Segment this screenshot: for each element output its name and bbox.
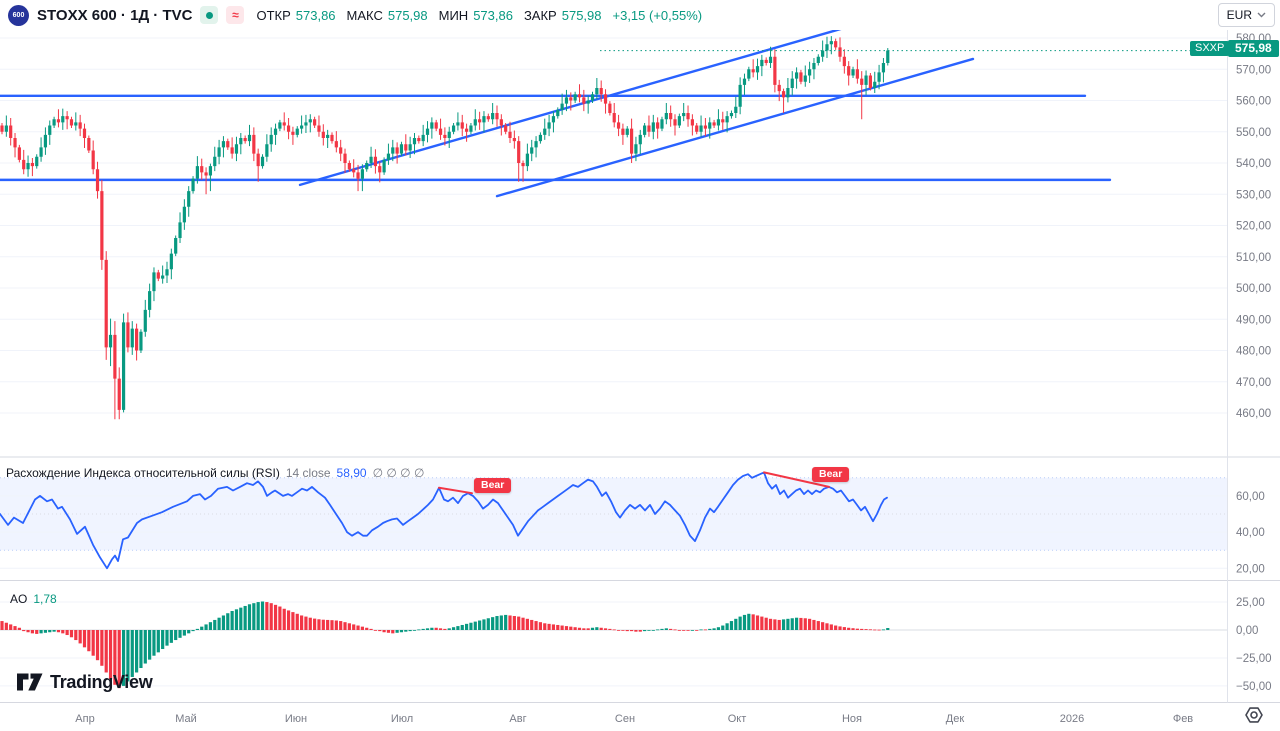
price-tick-label: 480,00: [1236, 346, 1271, 358]
time-axis-label[interactable]: Фев: [1173, 713, 1193, 725]
price-tick-label: 510,00: [1236, 252, 1271, 264]
tradingview-logo-text: TradingView: [50, 671, 153, 692]
low-label: МИН: [438, 7, 469, 23]
price-tick-label: 460,00: [1236, 408, 1271, 420]
time-axis-label[interactable]: Дек: [946, 713, 965, 725]
symbol-title[interactable]: STOXX 600 · 1Д · TVC: [37, 6, 193, 24]
time-axis-label[interactable]: 2026: [1060, 713, 1084, 725]
trend-line[interactable]: [495, 57, 975, 198]
price-tick-label: 490,00: [1236, 314, 1271, 326]
price-tick-label: 500,00: [1236, 283, 1271, 295]
settings-gear-icon[interactable]: [1244, 705, 1264, 725]
ao-value: 1,78: [33, 592, 57, 606]
rsi-params: 14 close: [285, 466, 331, 480]
close-label: ЗАКР: [523, 7, 557, 23]
bear-divergence-label[interactable]: Bear: [474, 478, 512, 493]
rsi-title: Расхождение Индекса относительной силы (…: [6, 466, 280, 480]
candlestick-series: [0, 36, 890, 420]
market-status-button[interactable]: [200, 6, 219, 24]
rsi-indicator-legend[interactable]: Расхождение Индекса относительной силы (…: [6, 466, 424, 480]
time-axis-label[interactable]: Июл: [391, 713, 413, 725]
ao-tick-label: −50,00: [1236, 681, 1272, 693]
chevron-down-icon: [1257, 12, 1266, 18]
low-value: 573,86: [473, 7, 513, 23]
delayed-data-icon[interactable]: ≈: [226, 6, 245, 24]
rsi-line: [0, 471, 888, 570]
currency-selector[interactable]: EUR: [1217, 3, 1275, 27]
tradingview-mark-icon: [17, 673, 43, 691]
change-value: +3,15 (+0,55%): [612, 7, 703, 23]
time-axis-label[interactable]: Окт: [728, 713, 747, 725]
rsi-tick-label: 20,00: [1236, 563, 1265, 575]
price-tick-label: 530,00: [1236, 189, 1271, 201]
price-tick-label: 570,00: [1236, 64, 1271, 76]
time-axis-label[interactable]: Авг: [509, 713, 526, 725]
market-open-dot-icon: [205, 11, 213, 19]
rsi-tick-label: 40,00: [1236, 527, 1265, 539]
price-tick-label: 520,00: [1236, 221, 1271, 233]
ohlc-readout: ОТКР 573,86 МАКС 575,98 МИН 573,86 ЗАКР …: [256, 8, 708, 23]
time-axis-label[interactable]: Май: [175, 713, 197, 725]
ao-tick-label: −25,00: [1236, 653, 1272, 665]
open-value: 573,86: [295, 7, 336, 23]
high-label: МАКС: [346, 7, 383, 23]
symbol-logo[interactable]: 600: [8, 4, 29, 26]
time-axis-label[interactable]: Ноя: [842, 713, 862, 725]
rsi-value: 58,90: [336, 466, 367, 480]
open-label: ОТКР: [256, 7, 291, 23]
bear-divergence-label[interactable]: Bear: [812, 467, 850, 482]
ao-title: AO: [10, 592, 28, 606]
rsi-empty-values: ∅ ∅ ∅ ∅: [372, 466, 425, 480]
price-tick-label: 470,00: [1236, 377, 1271, 389]
price-tick-label: 540,00: [1236, 158, 1271, 170]
ao-histogram: [0, 601, 890, 689]
price-tick-label: 550,00: [1236, 127, 1271, 139]
currency-label: EUR: [1226, 8, 1252, 22]
time-axis-label[interactable]: Апр: [75, 713, 94, 725]
ao-tick-label: 25,00: [1236, 597, 1265, 609]
ao-indicator-legend[interactable]: AO 1,78: [10, 592, 57, 606]
rsi-tick-label: 60,00: [1236, 491, 1265, 503]
price-tick-label: 560,00: [1236, 96, 1271, 108]
high-value: 575,98: [387, 7, 428, 23]
divergence-line[interactable]: [438, 486, 473, 495]
ao-tick-label: 0,00: [1236, 625, 1258, 637]
time-axis-label[interactable]: Июн: [285, 713, 307, 725]
last-price-badge: 575,98: [1228, 40, 1279, 57]
divergence-line[interactable]: [763, 471, 830, 488]
symbol-tag-badge: SXXP: [1190, 41, 1230, 56]
tradingview-logo[interactable]: TradingView: [16, 671, 153, 693]
close-value: 575,98: [561, 7, 602, 23]
chart-header: 600 STOXX 600 · 1Д · TVC ≈ ОТКР 573,86 М…: [0, 0, 1280, 30]
time-axis-label[interactable]: Сен: [615, 713, 635, 725]
